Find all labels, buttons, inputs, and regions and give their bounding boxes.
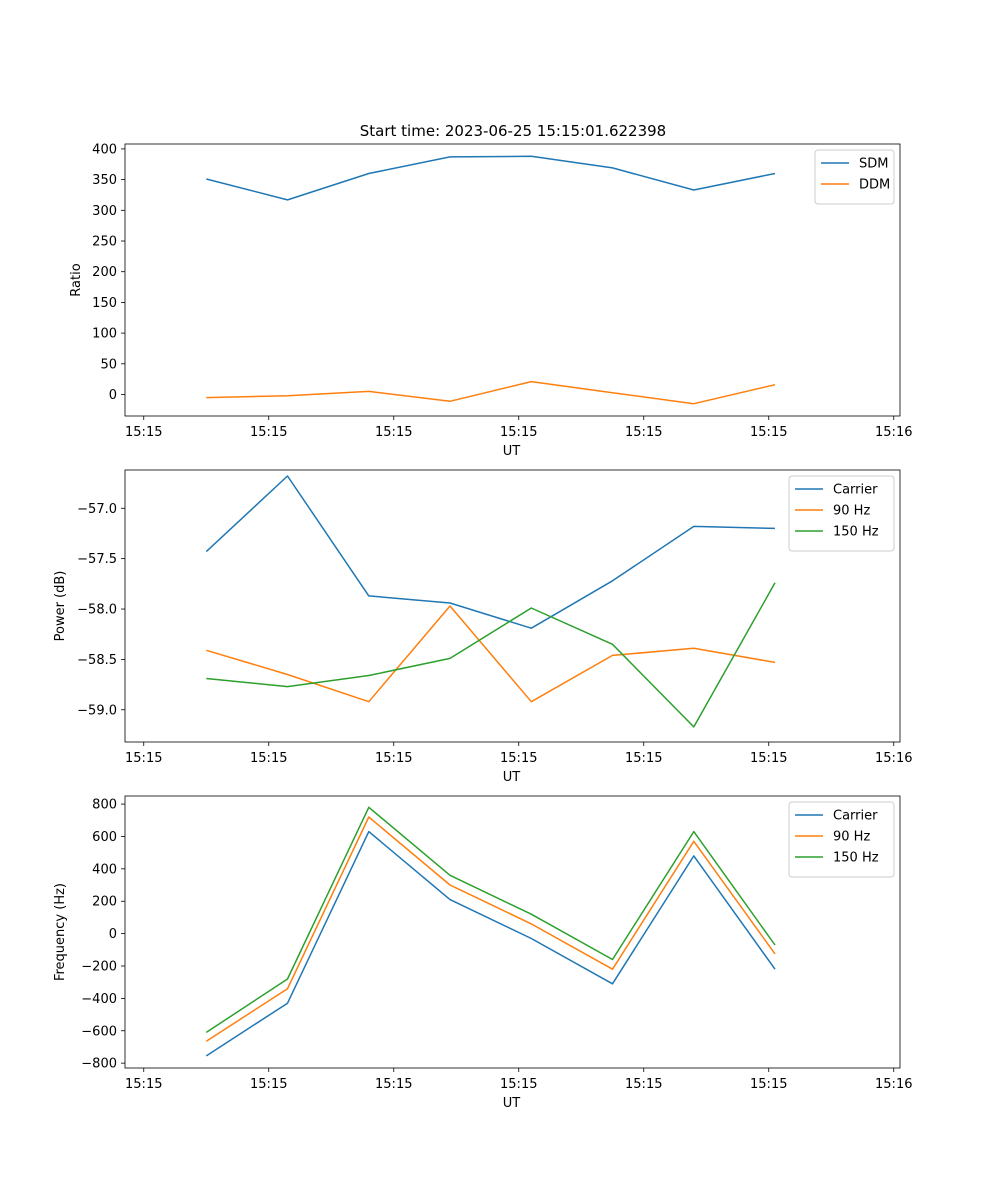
x-axis-label: UT xyxy=(503,444,521,459)
y-tick-label: 400 xyxy=(92,142,117,157)
x-tick-label: 15:15 xyxy=(750,751,787,766)
x-tick-label: 15:15 xyxy=(375,1077,412,1092)
axes-frame xyxy=(124,469,901,743)
subplot-2: 15:15 15:15 15:15 15:15 15:15 15:15 15:16 −59.0… xyxy=(53,469,912,785)
subplot-1: 15:15 15:15 15:15 15:15 15:15 15:15 15:16 0 50 10… xyxy=(69,142,912,459)
y-tick-label: 200 xyxy=(92,265,117,280)
y-tick-label: 150 xyxy=(92,296,117,311)
y-axis-label: Frequency (Hz) xyxy=(53,883,68,981)
series-line-sdm xyxy=(206,155,776,201)
series-line-150-hz xyxy=(206,582,776,728)
x-tick-label: 15:15 xyxy=(375,425,412,440)
x-axis-label: UT xyxy=(503,770,521,785)
legend-box xyxy=(788,801,895,878)
y-tick-label: −600 xyxy=(81,1024,117,1039)
y-tick-label: −200 xyxy=(81,960,117,975)
series-line-ddm xyxy=(206,380,776,405)
y-tick-label: 400 xyxy=(92,862,117,877)
legend: Carrier 90 Hz 150 Hz xyxy=(788,801,895,878)
x-tick-label: 15:16 xyxy=(875,1077,912,1092)
y-tick-label: −57.5 xyxy=(77,552,117,567)
x-tick-label: 15:15 xyxy=(250,425,287,440)
x-tick-label: 15:15 xyxy=(125,1077,162,1092)
series-line-150-hz xyxy=(205,806,776,1034)
y-tick-label: −400 xyxy=(81,992,117,1007)
x-tick-label: 15:15 xyxy=(500,425,537,440)
x-tick-label: 15:15 xyxy=(750,425,787,440)
x-tick-label: 15:15 xyxy=(500,1077,537,1092)
y-tick-label: 800 xyxy=(92,798,117,813)
subplot-3: 15:15 15:15 15:15 15:15 15:15 15:15 15:16 −800 −… xyxy=(53,795,912,1111)
x-tick-label: 15:15 xyxy=(250,751,287,766)
y-tick-label: 350 xyxy=(92,173,117,188)
legend-label: 150 Hz xyxy=(833,525,879,540)
x-tick-label: 15:15 xyxy=(125,425,162,440)
series-line-carrier xyxy=(205,830,776,1057)
y-tick-label: −58.0 xyxy=(77,603,117,618)
legend-label: 150 Hz xyxy=(833,851,879,866)
x-tick-label: 15:15 xyxy=(625,1077,662,1092)
x-tick-label: 15:15 xyxy=(750,1077,787,1092)
axes-frame xyxy=(124,143,901,417)
legend-label: SDM xyxy=(859,157,888,172)
y-tick-label: 200 xyxy=(92,895,117,910)
y-tick-label: 50 xyxy=(100,357,117,372)
series-line-carrier xyxy=(205,475,776,629)
axes-frame xyxy=(124,795,901,1069)
y-tick-label: 100 xyxy=(92,327,117,342)
y-tick-label: 300 xyxy=(92,204,117,219)
legend-label: 90 Hz xyxy=(833,504,870,519)
legend-label: Carrier xyxy=(833,809,878,824)
x-tick-label: 15:16 xyxy=(875,751,912,766)
series-line-90-hz xyxy=(206,605,776,703)
y-tick-label: 0 xyxy=(109,388,117,403)
y-tick-label: −59.0 xyxy=(77,703,117,718)
y-tick-label: 250 xyxy=(92,235,117,250)
x-axis-label: UT xyxy=(503,1096,521,1111)
x-tick-label: 15:15 xyxy=(250,1077,287,1092)
y-tick-label: 600 xyxy=(92,830,117,845)
legend-label: Carrier xyxy=(833,483,878,498)
legend-label: DDM xyxy=(859,178,890,193)
y-tick-label: 0 xyxy=(109,927,117,942)
x-tick-label: 15:15 xyxy=(500,751,537,766)
figure-title: Start time: 2023-06-25 15:15:01.622398 xyxy=(360,122,666,140)
y-axis-label: Power (dB) xyxy=(53,571,68,642)
legend-label: 90 Hz xyxy=(833,830,870,845)
legend: Carrier 90 Hz 150 Hz xyxy=(788,475,895,552)
y-tick-label: −57.0 xyxy=(77,502,117,517)
y-tick-label: −800 xyxy=(81,1057,117,1072)
legend: SDM DDM xyxy=(814,149,895,205)
legend-box xyxy=(788,475,895,552)
y-axis-label: Ratio xyxy=(69,263,84,296)
x-tick-label: 15:15 xyxy=(125,751,162,766)
x-tick-label: 15:16 xyxy=(875,425,912,440)
x-tick-label: 15:15 xyxy=(625,425,662,440)
y-tick-label: −58.5 xyxy=(77,653,117,668)
x-tick-label: 15:15 xyxy=(625,751,662,766)
x-tick-label: 15:15 xyxy=(375,751,412,766)
series-line-90-hz xyxy=(205,816,776,1042)
